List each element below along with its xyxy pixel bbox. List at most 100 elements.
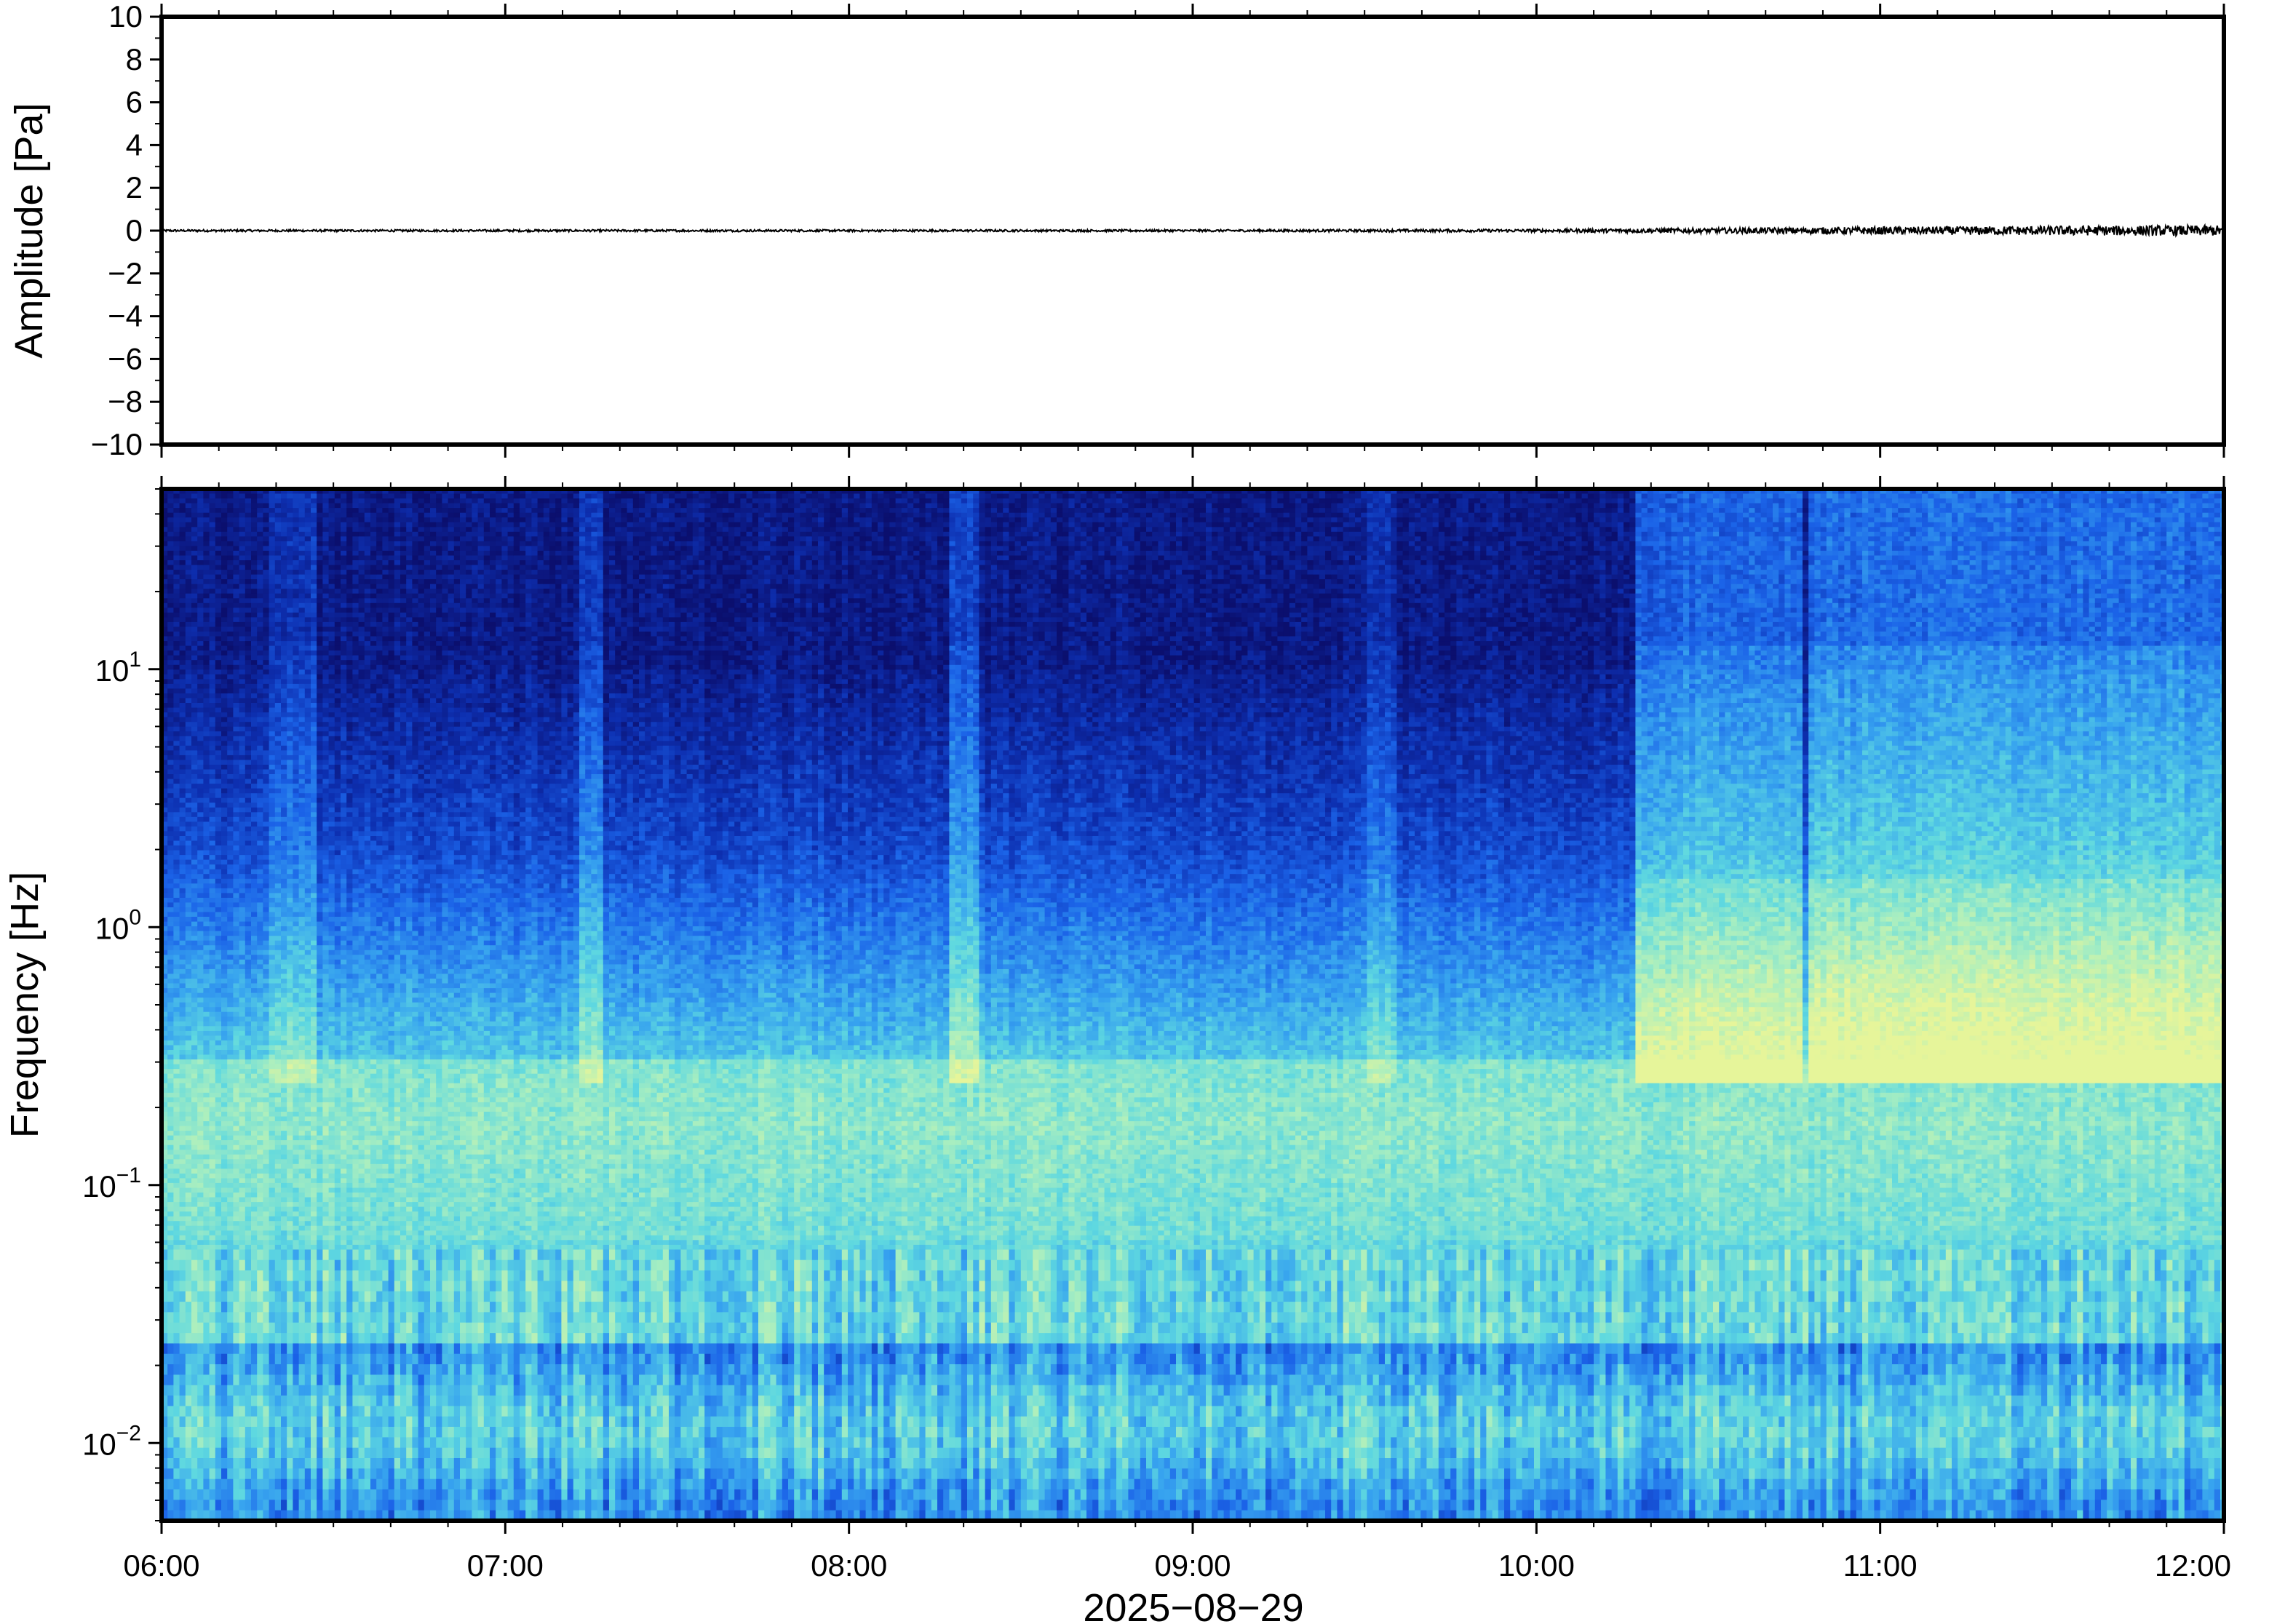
spectrogram-cell bbox=[191, 755, 198, 760]
spectrogram-cell bbox=[203, 665, 210, 670]
spectrogram-cell bbox=[180, 693, 186, 698]
spectrogram-cell bbox=[203, 945, 210, 950]
spectrogram-cell bbox=[186, 712, 192, 717]
spectrogram-cell bbox=[191, 1016, 198, 1022]
spectrogram-cell bbox=[180, 1055, 186, 1060]
spectrogram-cell bbox=[186, 912, 192, 918]
spectrogram-cell bbox=[191, 1427, 198, 1438]
spectrogram-cell bbox=[167, 874, 174, 879]
spectrogram-cell bbox=[180, 874, 186, 879]
spectrogram-cell bbox=[173, 536, 180, 541]
spectrogram-cell bbox=[167, 656, 174, 661]
spectrogram-cell bbox=[197, 1088, 204, 1093]
spectrogram-cell bbox=[180, 950, 186, 955]
spectrogram-cell bbox=[191, 1169, 198, 1174]
spectrogram-cell bbox=[180, 926, 186, 931]
spectrogram-cell bbox=[191, 1385, 198, 1396]
spectrogram-cell bbox=[197, 779, 204, 784]
spectrogram-cell bbox=[186, 812, 192, 817]
spectrogram-cell bbox=[180, 1343, 186, 1354]
spectrogram-cell bbox=[191, 1102, 198, 1107]
spectrogram-cell bbox=[167, 1112, 174, 1117]
spectrogram-cell bbox=[186, 1174, 192, 1179]
spectrogram-cell bbox=[173, 1140, 180, 1145]
spectrogram-cell bbox=[180, 1035, 186, 1040]
spectrogram-cell bbox=[203, 556, 210, 561]
spectrogram-cell bbox=[167, 1059, 174, 1064]
spectrogram-cell bbox=[191, 1178, 198, 1183]
spectrogram-cell bbox=[180, 912, 186, 918]
spectrogram-cell bbox=[167, 1458, 174, 1469]
spectrogram-cell bbox=[203, 836, 210, 841]
spectrogram-cell bbox=[203, 669, 210, 674]
spectrogram-cell bbox=[167, 1169, 174, 1174]
spectrogram-cell bbox=[197, 917, 204, 922]
spectrogram-cell bbox=[180, 1226, 186, 1231]
spectrogram-cell bbox=[191, 1406, 198, 1417]
spectrogram-cell bbox=[173, 1145, 180, 1150]
spectrogram-cell bbox=[191, 888, 198, 893]
spectrogram-cell bbox=[191, 693, 198, 698]
spectrogram-cell bbox=[203, 879, 210, 884]
spectrogram-cell bbox=[180, 1140, 186, 1145]
spectrogram-cell bbox=[203, 907, 210, 912]
spectrogram-cell bbox=[167, 888, 174, 893]
spectrogram-cell bbox=[197, 964, 204, 969]
spectrogram-cell bbox=[197, 637, 204, 642]
spectrogram-cell bbox=[180, 779, 186, 784]
spectrogram-cell bbox=[173, 864, 180, 869]
spectrogram-cell bbox=[197, 1437, 204, 1448]
spectrogram-cell bbox=[203, 793, 210, 798]
spectrogram-cell bbox=[197, 665, 204, 670]
spectrogram-cell bbox=[197, 817, 204, 822]
spectrogram-cell bbox=[191, 679, 198, 684]
spectrogram-cell bbox=[191, 803, 198, 808]
spectrogram-cell bbox=[180, 703, 186, 708]
spectrogram-cell bbox=[167, 1281, 174, 1291]
spectrogram-cell bbox=[197, 570, 204, 575]
spectrogram-cell bbox=[180, 765, 186, 770]
spectrogram-cell bbox=[180, 617, 186, 622]
spectrogram-cell bbox=[197, 498, 204, 503]
spectrogram-cell bbox=[186, 498, 192, 503]
spectrogram-cell bbox=[180, 1121, 186, 1126]
spectrogram-cell bbox=[203, 494, 210, 499]
spectrogram-cell bbox=[186, 1178, 192, 1183]
spectrogram-cell bbox=[203, 950, 210, 955]
spectrogram-cell bbox=[173, 1202, 180, 1207]
spectrogram-cell bbox=[197, 936, 204, 941]
spectrogram-panel: 10110010−110−2 06:00 07:00 08:00 09:00 10:00… bbox=[3, 476, 2231, 1624]
spectrogram-cell bbox=[186, 1500, 192, 1510]
spectrogram-cell bbox=[203, 679, 210, 684]
spectrogram-cell bbox=[197, 912, 204, 918]
spectrogram-cell bbox=[173, 703, 180, 708]
spectrogram-cell bbox=[203, 831, 210, 836]
spectrogram-cell bbox=[191, 1003, 198, 1008]
spectrogram-cell bbox=[186, 774, 192, 779]
spectrogram-cell bbox=[191, 1136, 198, 1141]
spectrogram-cell bbox=[173, 1007, 180, 1012]
spectrogram-cell bbox=[173, 1055, 180, 1060]
spectrogram-cell bbox=[197, 575, 204, 580]
spectrogram-cell bbox=[186, 608, 192, 613]
spectrogram-cell bbox=[180, 1178, 186, 1183]
spectrogram-cell bbox=[203, 637, 210, 642]
spectrogram-cell bbox=[173, 1035, 180, 1040]
spectrogram-cell bbox=[167, 907, 174, 912]
spectrogram-cell bbox=[167, 841, 174, 846]
spectrogram-cell bbox=[173, 1150, 180, 1155]
spectrogram-cell bbox=[167, 598, 174, 603]
spectrogram-cell bbox=[173, 746, 180, 751]
spectrogram-cell bbox=[173, 1164, 180, 1169]
spectrogram-cell bbox=[191, 1417, 198, 1428]
spectrogram-cell bbox=[186, 641, 192, 646]
spectrogram-cell bbox=[180, 1107, 186, 1112]
spectrogram-cell bbox=[197, 736, 204, 741]
spectrogram-cell bbox=[167, 570, 174, 575]
spectrogram-cell bbox=[186, 750, 192, 755]
spectrogram-cell bbox=[186, 517, 192, 522]
spectrogram-cell bbox=[186, 1016, 192, 1022]
spectrogram-cell bbox=[191, 617, 198, 622]
spectrogram-cell bbox=[197, 1240, 204, 1245]
spectrogram-cell bbox=[173, 1291, 180, 1302]
